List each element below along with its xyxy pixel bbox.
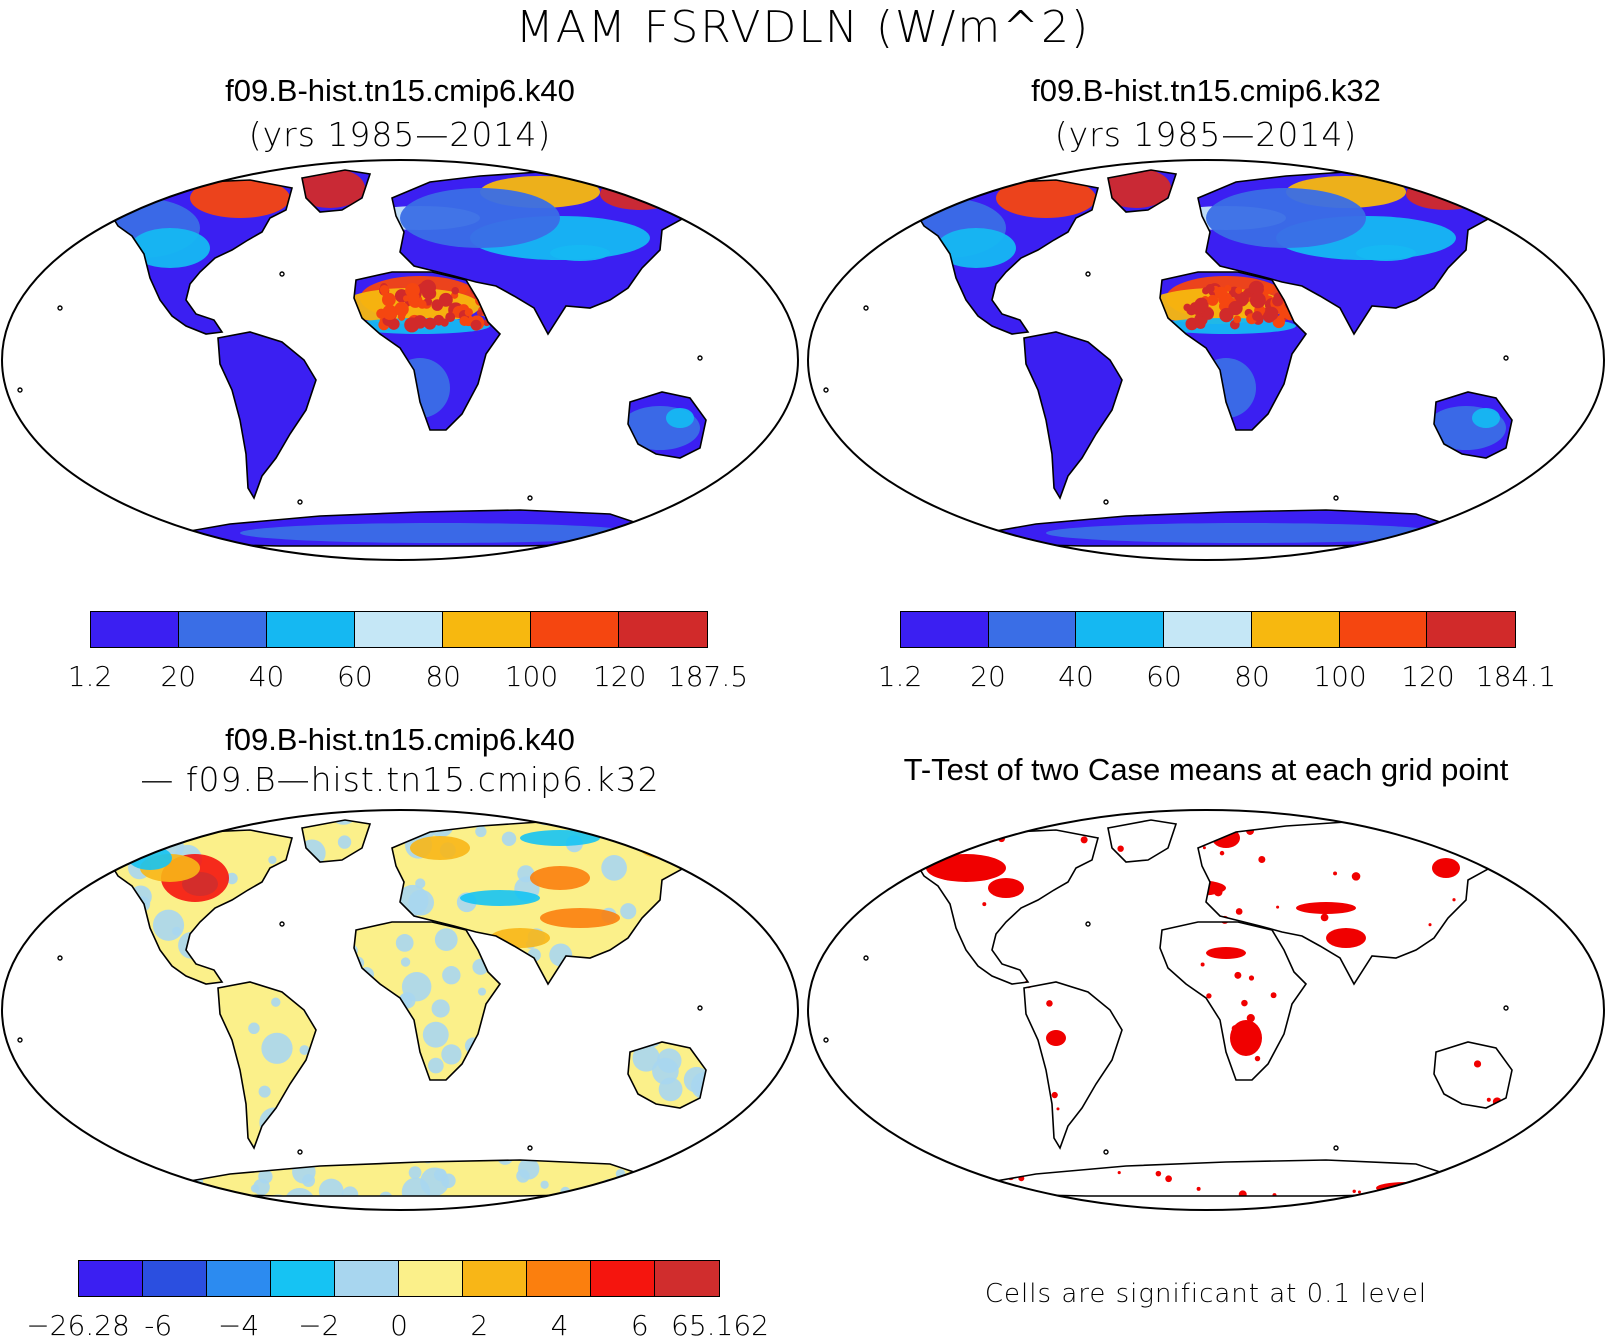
colorbar-segment (1427, 612, 1515, 647)
map-panel-4 (807, 809, 1605, 1211)
colorbar-segment (1251, 612, 1340, 647)
colorbar-tick-label: −4 (217, 1309, 260, 1342)
coastline (1159, 271, 1308, 431)
colorbar-segment (207, 1261, 271, 1296)
figure-title: MAM FSRVDLN (W/m^2) (515, 2, 1091, 53)
coastline (353, 271, 502, 431)
coastline (1159, 921, 1308, 1081)
colorbar-tick-label: 184.1 (1475, 660, 1557, 693)
colorbar-tick-label: 100 (1313, 660, 1367, 693)
coastline (353, 921, 502, 1081)
colorbar-tick-label: 120 (592, 660, 647, 693)
colorbar-tick-label: 6 (630, 1309, 649, 1342)
colorbar-segment (463, 1261, 527, 1296)
coastline (916, 179, 1099, 335)
panel-3-title: f09.B-hist.tn15.cmip6.k40 (225, 722, 575, 757)
colorbar-tick-label: −26.28 (26, 1309, 130, 1342)
colorbar-tick-label: 120 (1401, 660, 1455, 693)
colorbar-tick-label: 60 (1146, 660, 1182, 693)
panel-2-subtitle: (yrs 1985—2014) (1054, 115, 1358, 154)
colorbar-tick-label: 20 (970, 660, 1006, 693)
map-border (1, 809, 799, 1211)
colorbar-segment (143, 1261, 207, 1296)
colorbar-panel-2 (900, 611, 1516, 648)
colorbar-tick-label: 40 (1058, 660, 1094, 693)
colorbar-tick-label: 80 (1234, 660, 1270, 693)
colorbar-tick-label: 80 (425, 660, 461, 693)
panel-1-title: f09.B-hist.tn15.cmip6.k40 (225, 73, 575, 108)
coastline (217, 981, 317, 1150)
colorbar-tick-label: 0 (390, 1309, 408, 1342)
coastline (916, 829, 1099, 985)
coastline (1023, 331, 1123, 500)
colorbar-segment (988, 612, 1077, 647)
colorbar-tick-label: 187.5 (667, 660, 749, 693)
coastline (1107, 819, 1178, 863)
colorbar-segment (443, 612, 531, 647)
colorbar-segment (355, 612, 443, 647)
colorbar-tick-label: 1.2 (67, 660, 113, 693)
coastline (301, 169, 372, 213)
colorbar-tick-label: 100 (504, 660, 559, 693)
colorbar-segment (531, 612, 619, 647)
coastline (110, 179, 293, 335)
coastline (627, 391, 707, 459)
colorbar-panel-1 (90, 611, 708, 648)
panel-3-subtitle: — f09.B—hist.tn15.cmip6.k32 (140, 760, 660, 799)
coastline (1433, 391, 1513, 459)
coastline (1107, 169, 1178, 213)
colorbar-segment (335, 1261, 399, 1296)
colorbar-segment (527, 1261, 591, 1296)
colorbar-tick-label: −2 (298, 1309, 340, 1342)
colorbar-segment (91, 612, 179, 647)
coastline (110, 829, 293, 985)
coastline (301, 819, 372, 863)
colorbar-tick-label: 60 (337, 660, 373, 693)
map-border (807, 809, 1605, 1211)
colorbar-segment (655, 1261, 719, 1296)
map-border (1, 159, 799, 561)
coastline (627, 1041, 707, 1109)
colorbar-segment (901, 612, 989, 647)
colorbar-tick-label: 20 (160, 660, 197, 693)
significance-note: Cells are significant at 0.1 level (984, 1279, 1428, 1309)
colorbar-segment (399, 1261, 463, 1296)
colorbar-segment (179, 612, 267, 647)
panel-2-title: f09.B-hist.tn15.cmip6.k32 (1031, 73, 1381, 108)
colorbar-tick-label: 2 (470, 1309, 489, 1342)
colorbar-tick-label: 1.2 (877, 660, 923, 693)
map-panel-2 (807, 159, 1605, 561)
map-panel-1 (1, 159, 799, 561)
colorbar-segment (591, 1261, 655, 1296)
colorbar-tick-label: 65.162 (671, 1309, 769, 1342)
coastline (1023, 981, 1123, 1150)
colorbar-segment (79, 1261, 143, 1296)
coastline (1433, 1041, 1513, 1109)
panel-1-subtitle: (yrs 1985—2014) (248, 115, 552, 154)
map-panel-3 (1, 809, 799, 1211)
colorbar-segment (1076, 612, 1165, 647)
map-border (807, 159, 1605, 561)
panel-4-title: T-Test of two Case means at each grid po… (903, 752, 1509, 787)
colorbar-segment (271, 1261, 335, 1296)
colorbar-tick-label: 4 (550, 1309, 569, 1342)
colorbar-segment (619, 612, 707, 647)
colorbar-segment (267, 612, 355, 647)
colorbar-segment (1339, 612, 1428, 647)
colorbar-tick-label: -6 (144, 1309, 173, 1342)
colorbar-tick-label: 40 (248, 660, 285, 693)
colorbar-segment (1164, 612, 1252, 647)
coastline (217, 331, 317, 500)
colorbar-panel-3 (78, 1260, 720, 1297)
